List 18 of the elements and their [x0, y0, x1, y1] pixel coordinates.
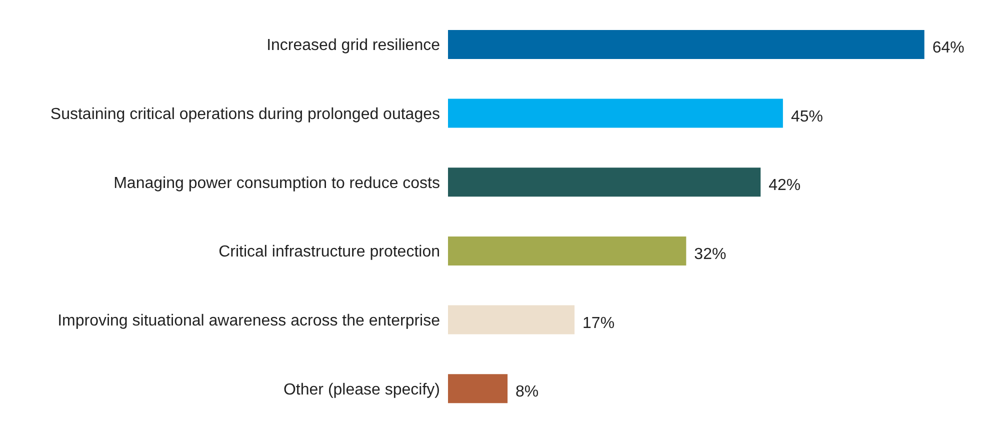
bar: [448, 236, 686, 266]
bar: [448, 98, 783, 128]
data-label: 8%: [516, 384, 539, 401]
y-tick-label: Increased grid resilience: [266, 37, 440, 54]
bar: [448, 305, 575, 334]
bar: [448, 374, 508, 404]
y-tick-label: Critical infrastructure protection: [218, 244, 440, 261]
data-label: 42%: [768, 177, 801, 194]
bar: [448, 168, 761, 197]
data-label: 32%: [694, 246, 726, 263]
y-tick-label: Sustaining critical operations during prolonged outages: [50, 106, 440, 123]
y-tick-label: Other (please specify): [283, 381, 440, 398]
y-tick-label: Improving situational awareness across the enterprise: [58, 312, 440, 330]
data-label: 64%: [932, 39, 964, 56]
data-label: 17%: [582, 314, 615, 332]
data-label: 45%: [790, 108, 823, 126]
bar: [448, 30, 924, 59]
y-tick-label: Managing power consumption to reduce costs: [114, 174, 440, 192]
